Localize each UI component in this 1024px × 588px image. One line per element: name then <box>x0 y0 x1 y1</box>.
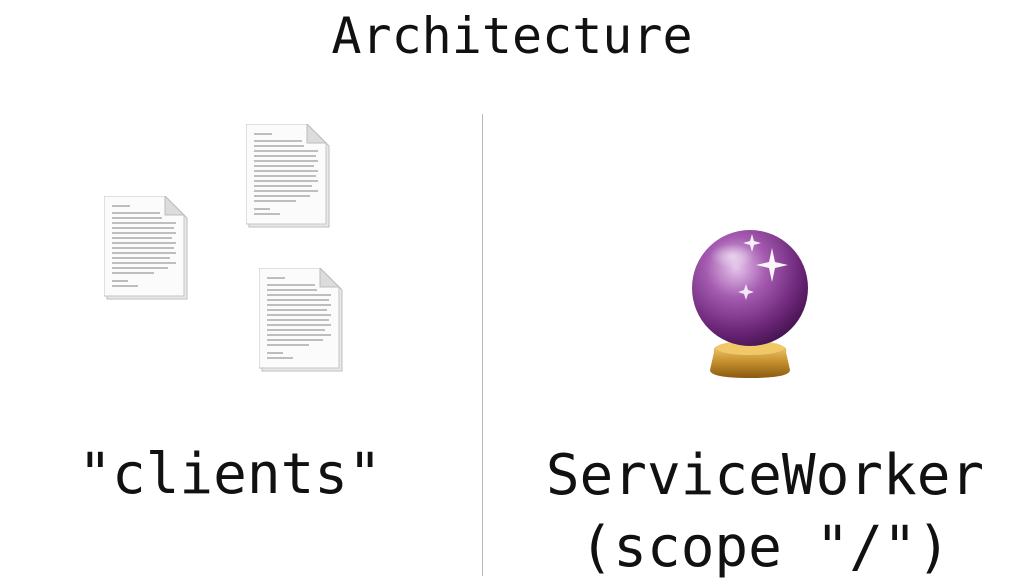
document-icon <box>259 268 343 372</box>
serviceworker-scope-label: (scope "/") <box>579 515 951 580</box>
document-icon <box>246 124 330 228</box>
slide-title: Architecture <box>331 7 693 65</box>
document-icon <box>104 196 188 300</box>
serviceworker-label-line1: ServiceWorker <box>545 443 985 508</box>
column-divider <box>482 114 483 576</box>
serviceworker-label: ServiceWorker (scope "/") <box>520 440 1010 584</box>
crystal-ball-icon <box>692 230 808 378</box>
clients-label: "clients" <box>78 442 382 507</box>
